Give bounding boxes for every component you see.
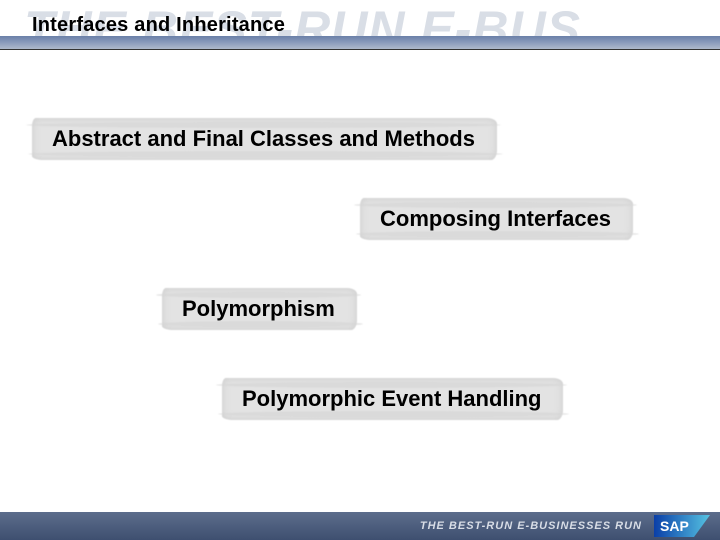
topic-box: Abstract and Final Classes and Methods: [40, 120, 489, 158]
sap-logo: SAP: [654, 515, 710, 537]
svg-text:SAP: SAP: [660, 518, 689, 534]
footer-bar: THE BEST-RUN E-BUSINESSES RUN SAP: [0, 512, 720, 540]
topic-box: Polymorphism: [170, 290, 349, 328]
header-gradient-bar: [0, 36, 720, 50]
topic-label: Abstract and Final Classes and Methods: [52, 126, 475, 151]
footer-tagline: THE BEST-RUN E-BUSINESSES RUN: [420, 520, 642, 532]
page-title: Interfaces and Inheritance: [32, 14, 285, 37]
topic-label: Polymorphic Event Handling: [242, 386, 541, 411]
topic-box: Polymorphic Event Handling: [230, 380, 555, 418]
topic-label: Composing Interfaces: [380, 206, 611, 231]
topic-box: Composing Interfaces: [368, 200, 625, 238]
topic-label: Polymorphism: [182, 296, 335, 321]
